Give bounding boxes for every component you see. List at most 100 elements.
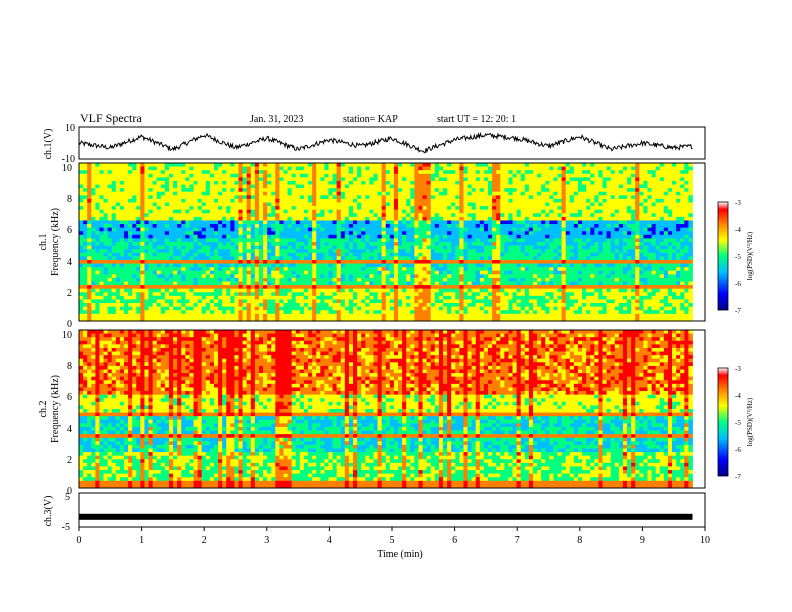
spectrogram-cell	[622, 252, 628, 257]
spectrogram-cell	[627, 227, 632, 232]
spectrogram-cell	[545, 202, 550, 207]
spectrogram-cell	[267, 184, 272, 189]
spectrogram-cell	[410, 274, 415, 279]
spectrogram-cell	[348, 270, 354, 275]
spectrogram-cell	[688, 216, 693, 221]
spectrogram-cell	[144, 245, 149, 250]
spectrogram-cell	[537, 213, 542, 218]
spectrogram-cell	[230, 170, 235, 175]
spectrogram-cell	[222, 191, 227, 196]
spectrogram-cell	[573, 220, 579, 225]
spectrogram-cell	[230, 234, 235, 239]
spectrogram-cell	[197, 163, 203, 167]
spectrogram-cell	[295, 231, 301, 236]
spectrogram-cell	[410, 191, 415, 196]
spectrogram-cell	[389, 274, 395, 279]
spectrogram-cell	[381, 198, 387, 203]
spectrogram-cell	[622, 242, 628, 246]
spectrogram-cell	[365, 170, 370, 175]
spectrogram-cell	[99, 195, 104, 200]
spectrogram-cell	[197, 234, 203, 239]
spectrogram-cell	[430, 202, 436, 207]
spectrogram-cell	[549, 173, 554, 178]
spectrogram-cell	[91, 206, 96, 211]
spectrogram-cell	[209, 173, 215, 178]
spectrogram-cell	[434, 267, 440, 272]
spectrogram-cell	[144, 191, 149, 196]
spectrogram-cell	[393, 188, 399, 193]
spectrogram-cell	[565, 170, 571, 175]
spectrogram-cell	[512, 270, 518, 275]
spectrogram-cell	[565, 177, 571, 182]
spectrogram-cell	[410, 227, 415, 232]
spectrogram-cell	[316, 242, 321, 246]
spectrogram-cell	[189, 180, 194, 185]
spectrogram-cell	[258, 263, 264, 268]
spectrogram-cell	[438, 206, 444, 211]
spectrogram-cell	[684, 166, 689, 171]
spectrogram-cell	[524, 234, 530, 239]
spectrogram-cell	[500, 224, 505, 229]
spectrogram-cell	[234, 245, 239, 250]
spectrogram-cell	[258, 267, 264, 272]
spectrogram-cell	[627, 274, 632, 279]
spectrogram-cell	[128, 270, 133, 275]
spectrogram-cell	[258, 270, 264, 275]
spectrogram-cell	[271, 206, 276, 211]
spectrogram-cell	[586, 206, 591, 211]
spectrogram-cell	[336, 249, 342, 254]
spectrogram-cell	[218, 277, 223, 282]
spectrogram-cell	[218, 177, 223, 182]
spectrogram-cell	[128, 173, 133, 178]
spectrogram-cell	[152, 252, 158, 257]
spectrogram-cell	[238, 274, 243, 279]
spectrogram-cell	[328, 216, 333, 221]
spectrogram-cell	[111, 274, 117, 279]
spectrogram-cell	[471, 267, 477, 272]
spectrogram-cell	[316, 180, 321, 185]
spectrogram-cell	[258, 191, 264, 196]
spectrogram-cell	[410, 213, 415, 218]
spectrogram-cell	[185, 198, 190, 203]
spectrogram-cell	[618, 216, 624, 221]
spectrogram-cell	[365, 263, 370, 268]
spectrogram-cell	[381, 227, 387, 232]
spectrogram-cell	[340, 227, 346, 232]
spectrogram-cell	[381, 177, 387, 182]
spectrogram-cell	[332, 191, 338, 196]
spectrogram-cell	[459, 270, 464, 275]
spectrogram-cell	[414, 227, 419, 232]
spectrogram-cell	[655, 220, 661, 225]
spectrogram-cell	[336, 216, 342, 221]
spectrogram-cell	[132, 270, 137, 275]
spectrogram-cell	[218, 180, 223, 185]
spectrogram-cell	[218, 202, 223, 207]
spectrogram-cell	[287, 198, 293, 203]
spectrogram-cell	[258, 206, 264, 211]
spectrogram-cell	[398, 242, 403, 246]
spectrogram-cell	[340, 180, 346, 185]
spectrogram-cell	[610, 274, 616, 279]
spectrogram-cell	[148, 234, 154, 239]
spectrogram-cell	[672, 274, 677, 279]
spectrogram-cell	[508, 259, 513, 264]
spectrogram-cell	[222, 277, 227, 282]
spectrogram-cell	[353, 270, 358, 275]
spectrogram-cell	[136, 224, 141, 229]
spectrogram-cell	[492, 173, 497, 178]
spectrogram-cell	[532, 263, 538, 268]
spectrogram-cell	[631, 256, 636, 261]
spectrogram-cell	[647, 177, 652, 182]
spectrogram-cell	[369, 202, 374, 207]
spectrogram-cell	[238, 209, 243, 214]
spectrogram-cell	[287, 191, 293, 196]
spectrogram-cell	[308, 213, 313, 218]
spectrogram-cell	[369, 206, 374, 211]
spectrogram-cell	[279, 216, 284, 221]
spectrogram-cell	[91, 163, 96, 167]
spectrogram-cell	[275, 252, 280, 257]
spectrogram-cell	[87, 249, 92, 254]
spectrogram-cell	[123, 177, 129, 182]
spectrogram-cell	[242, 238, 248, 243]
spectrogram-cell	[209, 245, 215, 250]
